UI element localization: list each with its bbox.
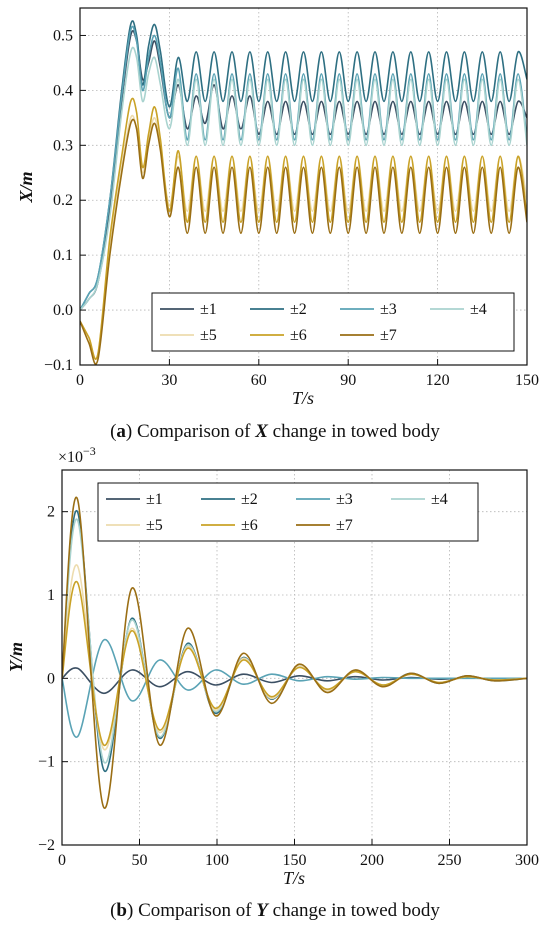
x-tick-label: 100	[205, 852, 229, 869]
legend-label: ±3	[380, 301, 397, 318]
x-tick-label: 50	[132, 852, 148, 869]
series-line-6	[80, 97, 527, 360]
y-axis-title-a: X/m	[16, 171, 36, 203]
series-a	[80, 20, 527, 365]
series-line-7	[62, 496, 527, 809]
y-tick-label: 0.1	[53, 247, 73, 264]
legend-box	[97, 482, 479, 542]
panel-b-chart: ×10−3 0 50 100 150 200 250 300 −2 −1 0 1 2 ±1 ±2 ±3 ±4…	[6, 444, 539, 921]
plot-frame-a	[79, 7, 528, 366]
panel-a-chart: 0 30 60 90 120 150 −0.1 0.0 0.1 0.2 0.3 0.4 0.5 ±1 ±2…	[16, 7, 539, 442]
scale-factor-base: ×10	[58, 449, 83, 466]
y-tick-label: 0.0	[53, 302, 73, 319]
legend-label: ±4	[431, 491, 448, 508]
x-axis-label-a: T/s	[292, 388, 314, 408]
legend-label: ±3	[336, 491, 353, 508]
caption-a-text-before: Comparison of	[132, 421, 255, 442]
series-line-2	[62, 510, 527, 772]
y-tick-label: 0.2	[53, 192, 73, 209]
ticks-a: 0 30 60 90 120 150 −0.1 0.0 0.1 0.2 0.3 0.4 0.5	[44, 27, 539, 389]
y-tick-label: 0.5	[53, 27, 73, 44]
caption-b-label: b	[116, 900, 127, 921]
legend-b: ±1 ±2 ±3 ±4 ±5 ±6 ±7	[97, 482, 479, 542]
x-tick-label: 90	[340, 372, 356, 389]
legend-a: ±1 ±2 ±3 ±4 ±5 ±6 ±7	[151, 292, 515, 352]
x-tick-label: 150	[283, 852, 307, 869]
caption-a-text-after: change in towed body	[268, 421, 441, 442]
legend-label: ±7	[380, 327, 397, 344]
legend-label: ±2	[290, 301, 307, 318]
x-tick-label: 150	[515, 372, 539, 389]
x-tick-label: 0	[58, 852, 66, 869]
caption-b-text-after: change in towed body	[268, 900, 441, 921]
legend-label: ±5	[146, 517, 163, 534]
y-tick-label: 0	[47, 670, 55, 687]
x-tick-label: 30	[161, 372, 177, 389]
scale-factor-exponent: −3	[83, 444, 96, 458]
x-axis-title-a: T/s	[292, 388, 314, 408]
legend-label: ±1	[146, 491, 163, 508]
legend-box	[151, 292, 515, 352]
series-line-2	[80, 20, 527, 311]
x-tick-label: 0	[76, 372, 84, 389]
y-tick-label: 0.4	[53, 82, 73, 99]
y-axis-label-a: X/m	[16, 171, 36, 203]
series-b	[62, 496, 527, 809]
x-tick-label: 300	[515, 852, 539, 869]
caption-b-text-before: Comparison of	[133, 900, 256, 921]
y-tick-label: −2	[38, 837, 55, 854]
caption-a: (a) Comparison of X change in towed body	[110, 421, 440, 442]
legend-label: ±1	[200, 301, 217, 318]
caption-a-symbol: X	[254, 421, 269, 442]
legend-label: ±5	[200, 327, 217, 344]
y-tick-label: −1	[38, 754, 55, 771]
caption-b-symbol: Y	[256, 900, 270, 921]
series-line-7	[80, 118, 527, 365]
x-tick-label: 250	[438, 852, 462, 869]
legend-label: ±2	[241, 491, 258, 508]
series-line-3	[62, 639, 527, 738]
scale-factor-b: ×10−3	[58, 444, 96, 466]
series-line-3	[80, 25, 527, 311]
x-tick-label: 120	[426, 372, 450, 389]
x-tick-label: 200	[360, 852, 384, 869]
y-tick-label: 0.3	[53, 137, 73, 154]
series-line-1	[62, 667, 527, 695]
y-axis-label-b: Y/m	[6, 642, 26, 672]
y-tick-label: 1	[47, 587, 55, 604]
caption-b: (b) Comparison of Y change in towed body	[110, 900, 440, 921]
y-axis-title-b: Y/m	[6, 642, 26, 672]
y-tick-label: −0.1	[44, 357, 73, 374]
series-line-4	[80, 46, 527, 311]
legend-label: ±6	[241, 517, 258, 534]
x-axis-label-b: T/s	[283, 868, 305, 888]
legend-label: ±6	[290, 327, 307, 344]
x-axis-title-b: T/s	[283, 868, 305, 888]
legend-label: ±4	[470, 301, 487, 318]
y-tick-label: 2	[47, 504, 55, 521]
ticks-b: 0 50 100 150 200 250 300 −2 −1 0 1 2	[38, 504, 539, 869]
legend-label: ±7	[336, 517, 353, 534]
x-tick-label: 60	[251, 372, 267, 389]
caption-a-label: a	[116, 421, 126, 442]
